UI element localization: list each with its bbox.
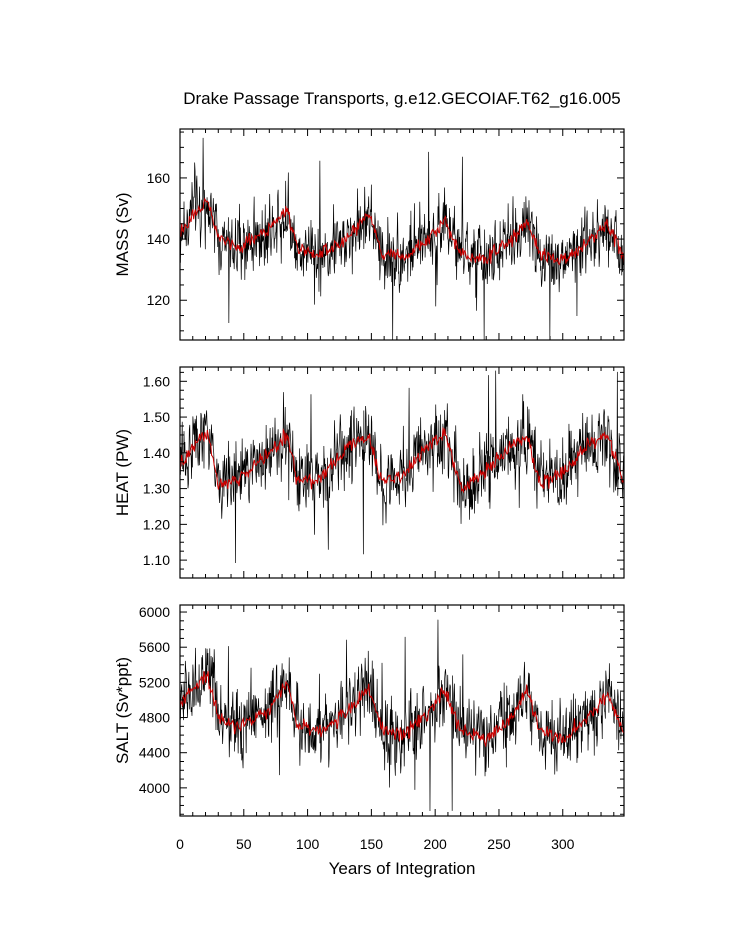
heat-ytick-label: 1.10 xyxy=(143,552,170,568)
chart-title: Drake Passage Transports, g.e12.GECOIAF.… xyxy=(183,89,621,108)
heat-ytick-label: 1.30 xyxy=(143,481,170,497)
salt-smoothed-line xyxy=(180,671,624,747)
mass-ytick-label: 120 xyxy=(147,292,171,308)
heat-monthly-line xyxy=(180,370,624,564)
xtick-label: 250 xyxy=(487,836,511,852)
mass-monthly-line xyxy=(180,137,624,340)
heat-smoothed-line xyxy=(180,427,624,494)
heat-ytick-label: 1.60 xyxy=(143,373,170,389)
mass-ytick-label: 140 xyxy=(147,231,171,247)
salt-ytick-label: 6000 xyxy=(139,604,170,620)
salt-ytick-label: 4800 xyxy=(139,710,170,726)
salt-ytick-label: 4000 xyxy=(139,780,170,796)
salt-ytick-label: 5600 xyxy=(139,639,170,655)
salt-ytick-label: 5200 xyxy=(139,674,170,690)
salt-y-axis-label: SALT (Sv*ppt) xyxy=(113,657,132,764)
panel-heat: 1.10 1.20 1.30 1.40 1.50 1.60 HEAT (PW) xyxy=(113,366,625,579)
heat-y-axis-label: HEAT (PW) xyxy=(113,429,132,516)
x-axis-label: Years of Integration xyxy=(329,859,476,878)
panel-salt: 4000 4400 4800 5200 5600 6000 SALT (Sv*ppt) 0 50… xyxy=(113,604,625,852)
xtick-label: 300 xyxy=(551,836,575,852)
mass-smoothed-line xyxy=(180,197,624,266)
heat-ytick-label: 1.20 xyxy=(143,516,170,532)
xtick-label: 200 xyxy=(423,836,447,852)
mass-ytick-label: 160 xyxy=(147,170,171,186)
salt-plot-frame xyxy=(179,604,625,817)
xtick-label: 100 xyxy=(296,836,320,852)
heat-ytick-label: 1.40 xyxy=(143,445,170,461)
xtick-label: 0 xyxy=(176,836,184,852)
heat-ytick-label: 1.50 xyxy=(143,409,170,425)
mass-y-axis-label: MASS (Sv) xyxy=(113,192,132,276)
heat-plot-frame xyxy=(179,366,625,579)
xtick-label: 150 xyxy=(360,836,384,852)
panel-mass: 120 140 160 MASS (Sv) xyxy=(113,128,625,341)
salt-monthly-line xyxy=(180,619,624,812)
salt-ytick-label: 4400 xyxy=(139,745,170,761)
mass-plot-frame xyxy=(179,128,625,341)
xtick-label: 50 xyxy=(236,836,252,852)
